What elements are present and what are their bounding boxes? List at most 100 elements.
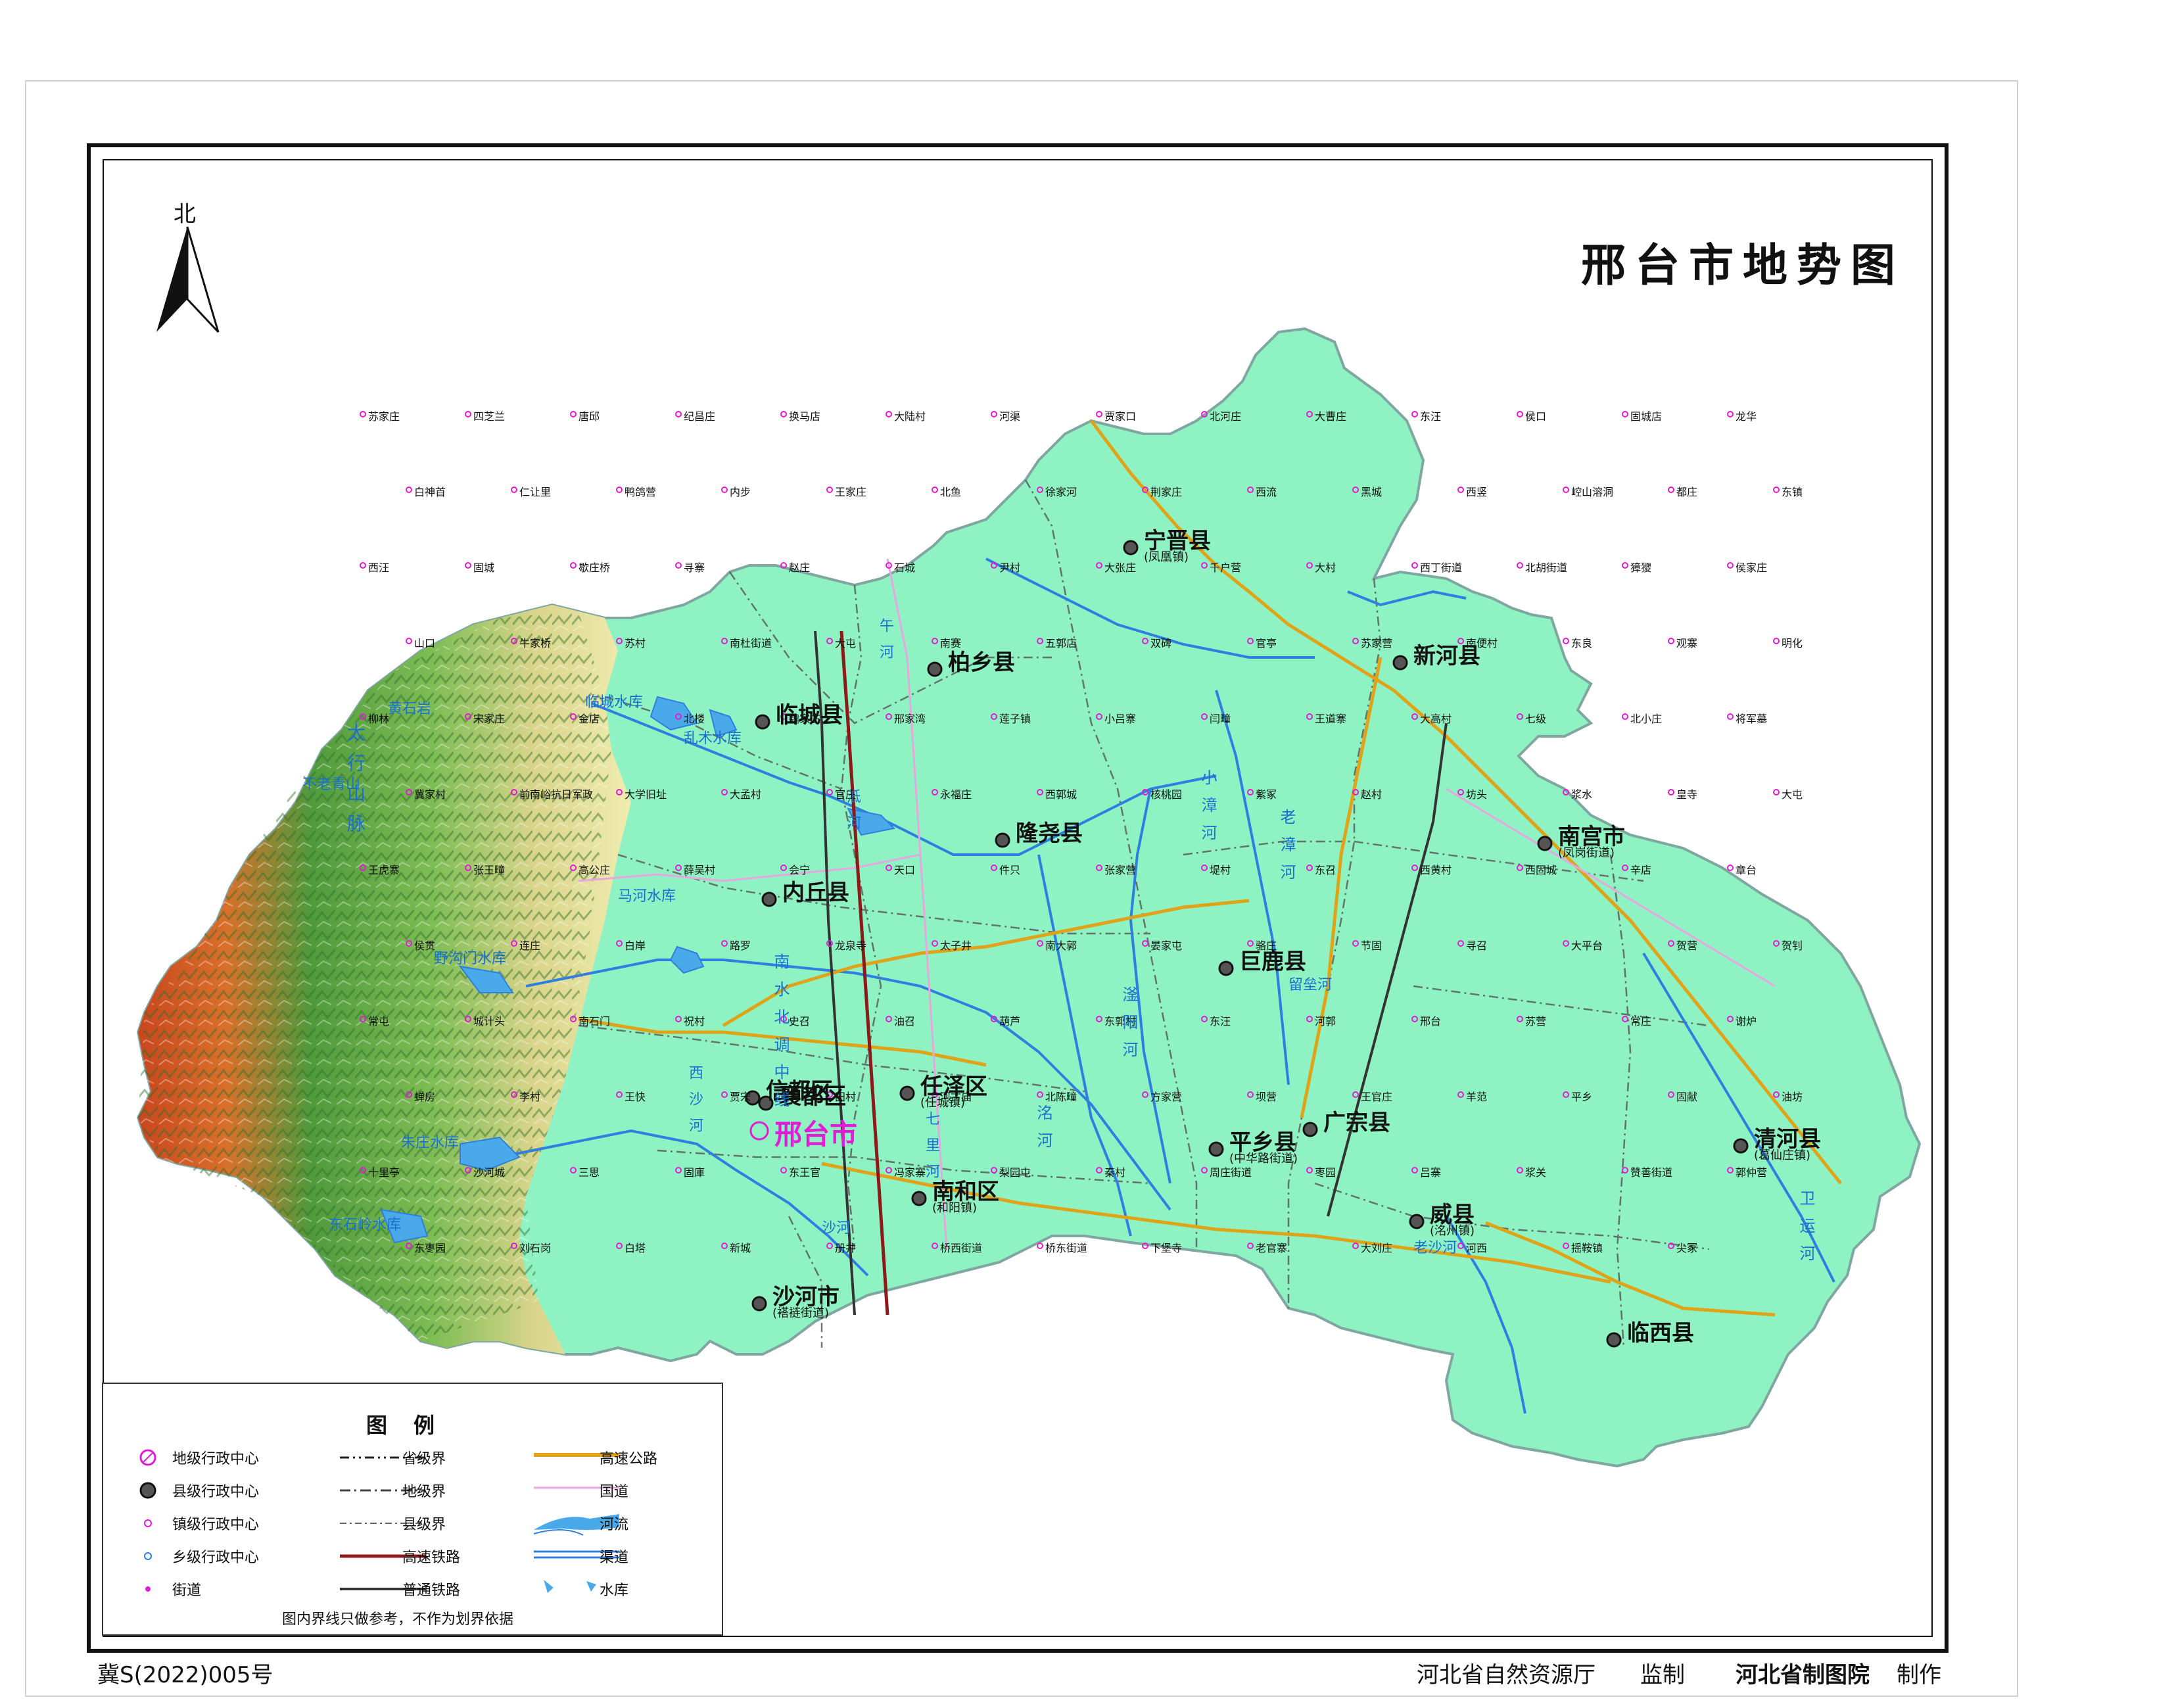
town-center-icon	[1142, 789, 1148, 795]
town-center-icon	[465, 562, 471, 569]
town-center-icon	[1306, 713, 1313, 720]
town-center-icon	[1457, 789, 1464, 795]
legend: 图例 地级行政中心 省级界 高速公路 县级行政中心 地级界 国道 镇级行政中心 县级界 河流 乡级…	[102, 1383, 723, 1636]
town-label: 闫疃	[1210, 713, 1231, 725]
town-center-icon	[780, 1016, 787, 1022]
town-center-icon	[616, 940, 623, 947]
town-label: 连庄	[519, 939, 541, 952]
town-label: 老官寨	[1256, 1242, 1288, 1254]
town-center-icon	[1201, 713, 1208, 720]
town-center-icon	[826, 1091, 833, 1098]
town-center-icon	[675, 1167, 682, 1174]
county-label: 内丘县	[782, 880, 849, 906]
town-center-icon	[360, 1167, 366, 1174]
town-label: 崆山溶洞	[1571, 486, 1614, 498]
town-label: 西竖	[1466, 486, 1488, 498]
town-label: 葫芦	[999, 1015, 1021, 1028]
town-label: 十里亭	[368, 1166, 400, 1179]
town-label: 晏家屯	[1150, 939, 1183, 952]
town-label: 南便村	[1466, 637, 1498, 650]
town-label: 新城	[730, 1242, 751, 1254]
town-center-icon	[360, 562, 366, 569]
town-center-icon	[826, 789, 833, 795]
town-label: 件只	[999, 864, 1021, 876]
town-label: 白神首	[414, 486, 446, 498]
town-label: 桥东街道	[1045, 1242, 1088, 1254]
county-center-icon	[751, 1296, 767, 1312]
town-center-icon	[570, 562, 577, 569]
town-label: 张家营	[1104, 864, 1137, 876]
town-center-icon	[1411, 1167, 1418, 1174]
north-label: 北	[174, 201, 196, 227]
legend-item: 河流	[600, 1517, 629, 1533]
town-center-icon	[1037, 940, 1043, 947]
town-label: 荆家庄	[1150, 486, 1183, 498]
town-center-icon	[721, 1091, 728, 1098]
town-label: 浆水	[1571, 788, 1593, 801]
feature-label: 乱木水库	[684, 730, 742, 747]
town-center-icon	[780, 562, 787, 569]
town-center-icon	[932, 638, 938, 644]
town-label: 固城	[473, 561, 495, 574]
town-label: 南大郭	[1045, 939, 1077, 952]
town-center-icon	[1668, 940, 1674, 947]
town-center-icon	[991, 1016, 997, 1022]
town-center-icon	[886, 713, 892, 720]
town-center-icon	[1247, 638, 1254, 644]
town-center-icon	[1517, 713, 1523, 720]
town-center-icon	[1247, 486, 1254, 493]
legend-item: 省级界	[402, 1451, 446, 1467]
town-center-icon	[780, 1167, 787, 1174]
town-center-icon	[1201, 1167, 1208, 1174]
legend-item: 普通铁路	[402, 1582, 461, 1599]
town-label: 冀家村	[414, 788, 446, 801]
map-number: 冀S(2022)005号	[97, 1662, 273, 1688]
feature-label: 黄石岩	[388, 701, 432, 717]
town-center-icon	[1142, 1243, 1148, 1249]
town-label: 白岸	[625, 939, 646, 952]
town-label: 郭仲营	[1736, 1166, 1768, 1179]
town-center-icon	[1411, 713, 1418, 720]
town-label: 蝉房	[414, 1091, 436, 1103]
town-center-icon	[1306, 1167, 1313, 1174]
legend-item: 高速公路	[600, 1451, 658, 1467]
town-label: 北鱼	[940, 486, 962, 498]
county-center-icon	[1733, 1138, 1749, 1154]
town-label: 史召	[789, 1015, 811, 1028]
town-label: 西固城	[1525, 864, 1557, 876]
county-seat-label: (褡裢街道)	[772, 1306, 830, 1320]
town-center-icon	[570, 411, 577, 417]
supervisor-role: 监制	[1640, 1662, 1685, 1688]
town-label: 谢炉	[1736, 1015, 1757, 1028]
town-center-icon	[1247, 1091, 1254, 1098]
town-label: 常庄	[1630, 1015, 1652, 1028]
town-label: 河西	[1466, 1242, 1488, 1254]
town-center-icon	[1517, 1167, 1523, 1174]
town-label: 魏家庄	[789, 713, 821, 725]
town-label: 大高村	[1420, 713, 1452, 725]
town-center-icon	[675, 1016, 682, 1022]
town-center-icon	[1306, 411, 1313, 417]
town-label: 东汪	[1210, 1015, 1231, 1028]
legend-title: 图例	[366, 1413, 461, 1438]
county-center-icon	[1208, 1141, 1224, 1157]
county-label: 巨鹿县	[1239, 949, 1306, 975]
town-label: 双碑	[1150, 637, 1172, 650]
town-label: 周庄街道	[1210, 1166, 1252, 1179]
county-label: 平乡县	[1229, 1129, 1296, 1156]
town-label: 三思	[579, 1166, 600, 1179]
town-center-icon	[1411, 411, 1418, 417]
town-center-icon	[886, 1016, 892, 1022]
town-center-icon	[1668, 486, 1674, 493]
town-center-icon	[570, 1016, 577, 1022]
town-center-icon	[1306, 865, 1313, 871]
town-center-icon	[406, 486, 412, 493]
county-center-icon	[755, 714, 770, 730]
town-label: 羊范	[1466, 1091, 1488, 1103]
town-center-icon	[1727, 1167, 1734, 1174]
county-center-icon	[758, 1095, 774, 1111]
town-label: 金店	[579, 713, 600, 725]
county-center-icon	[1606, 1332, 1622, 1348]
feature-label: 不老青山	[302, 776, 361, 793]
town-label: 册井	[835, 1242, 857, 1254]
